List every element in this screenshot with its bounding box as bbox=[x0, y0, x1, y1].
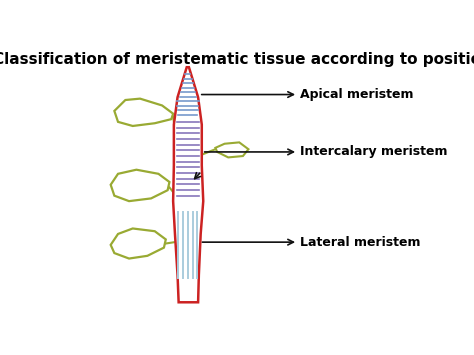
Polygon shape bbox=[173, 67, 203, 302]
Text: Intercalary meristem: Intercalary meristem bbox=[300, 146, 447, 158]
Text: Apical meristem: Apical meristem bbox=[300, 88, 413, 101]
Text: Lateral meristem: Lateral meristem bbox=[300, 236, 420, 248]
Text: Classification of meristematic tissue according to position: Classification of meristematic tissue ac… bbox=[0, 52, 474, 67]
